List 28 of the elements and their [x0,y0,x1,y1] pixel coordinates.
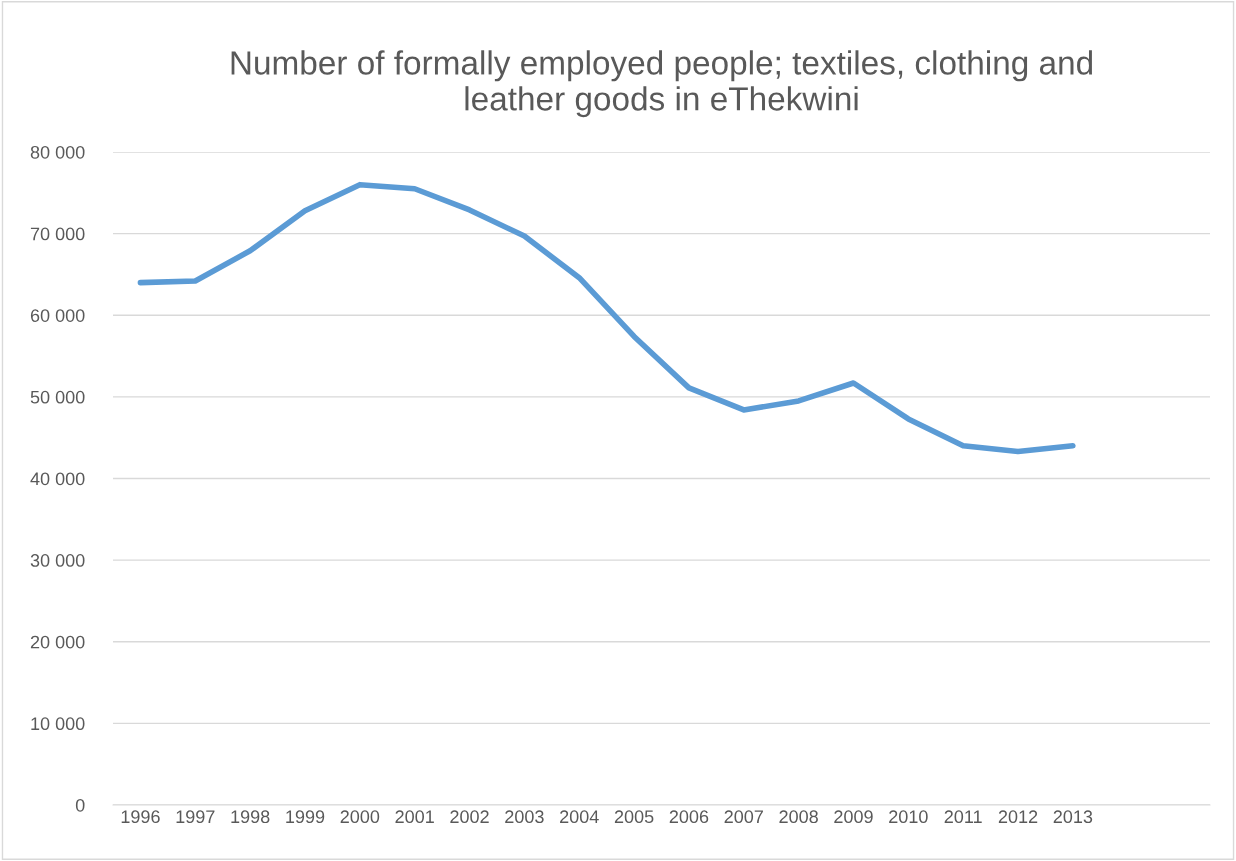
y-tick-label: 30 000 [30,554,85,567]
y-tick-label: 80 000 [30,145,85,159]
y-tick-label: 50 000 [30,390,85,404]
y-tick-label: 60 000 [30,309,85,322]
x-tick-label: 2004 [560,810,599,824]
x-tick-label: 1997 [176,810,215,824]
x-tick-label: 2005 [614,810,654,824]
x-tick-label: 1999 [286,810,325,824]
x-tick-label: 2010 [889,810,928,824]
x-tick-label: 2001 [395,810,434,824]
chart-title: Number of formally employed people; textiles, clothing and leather goods in eThekwini [231,50,1093,118]
x-tick-label: 2009 [834,810,873,824]
x-tick-label: 1998 [231,810,270,824]
x-tick-label: 2012 [998,810,1038,824]
y-tick-label: 10 000 [31,717,85,731]
x-tick-label: 2013 [1053,810,1093,824]
x-tick-label: 2000 [340,810,380,824]
y-tick-label: 0 [75,798,85,812]
x-tick-label: 2003 [505,810,544,824]
x-tick-label: 2011 [944,810,982,824]
x-tick-label: 2007 [724,810,763,824]
y-tick-label: 40 000 [30,472,85,486]
y-tick-label: 70 000 [30,227,85,241]
x-tick-label: 2002 [450,810,489,824]
x-tick-label: 2008 [779,810,818,824]
x-tick-label: 1996 [121,810,160,824]
y-tick-label: 20 000 [30,635,85,649]
x-tick-label: 2006 [669,810,709,824]
